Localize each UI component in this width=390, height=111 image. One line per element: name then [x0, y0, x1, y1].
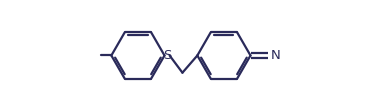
Text: S: S: [163, 49, 172, 62]
Text: N: N: [271, 49, 280, 62]
